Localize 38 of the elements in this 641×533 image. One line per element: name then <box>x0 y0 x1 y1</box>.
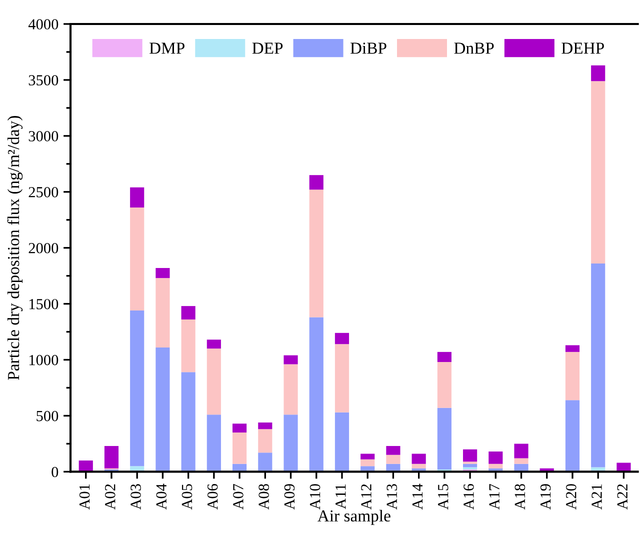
x-tick-label: A06 <box>207 484 218 510</box>
legend-label: DiBP <box>350 42 386 54</box>
y-tick-label: 500 <box>36 410 58 422</box>
x-tick-label: A04 <box>156 484 167 510</box>
x-tick-label: A18 <box>514 484 526 510</box>
x-tick-label: A19 <box>540 484 551 510</box>
x-tick-label: A16 <box>464 484 474 510</box>
x-tick-label: A05 <box>182 484 192 510</box>
x-tick-label: A20 <box>566 484 576 510</box>
legend-label: DEP <box>252 42 283 54</box>
x-tick-label: A02 <box>105 484 116 510</box>
legend-label: DEHP <box>562 42 604 54</box>
y-tick-label: 4000 <box>28 19 58 30</box>
x-tick-label: A03 <box>130 484 141 510</box>
y-tick-label: 3000 <box>28 131 58 142</box>
y-tick-label: 2500 <box>28 187 58 198</box>
x-tick-label: A17 <box>489 484 500 510</box>
y-tick-label: 3500 <box>28 75 58 86</box>
x-tick-label: A01 <box>79 484 90 510</box>
x-tick-label: A09 <box>284 484 295 510</box>
x-tick-label: A07 <box>233 484 244 510</box>
y-tick-label: 1000 <box>29 354 58 366</box>
x-tick-label: A08 <box>258 484 269 510</box>
x-tick-label: A12 <box>361 484 372 510</box>
y-tick-label: 1500 <box>29 298 58 310</box>
y-tick-label: 0 <box>52 466 58 478</box>
y-tick-label: 2000 <box>28 242 58 254</box>
x-tick-label: A15 <box>438 484 448 510</box>
x-axis-title: Air sample <box>318 510 390 525</box>
x-tick-label: A11 <box>336 484 346 510</box>
x-tick-label: A21 <box>592 484 602 510</box>
legend-label: DMP <box>149 42 184 54</box>
x-tick-label: A13 <box>386 484 398 510</box>
legend-label: DnBP <box>454 42 494 54</box>
y-axis-title: Particle dry deposition flux (ng/m²/day) <box>7 116 23 380</box>
x-tick-label: A10 <box>310 484 320 510</box>
x-tick-label: A14 <box>412 484 422 510</box>
x-tick-label: A22 <box>617 484 628 510</box>
